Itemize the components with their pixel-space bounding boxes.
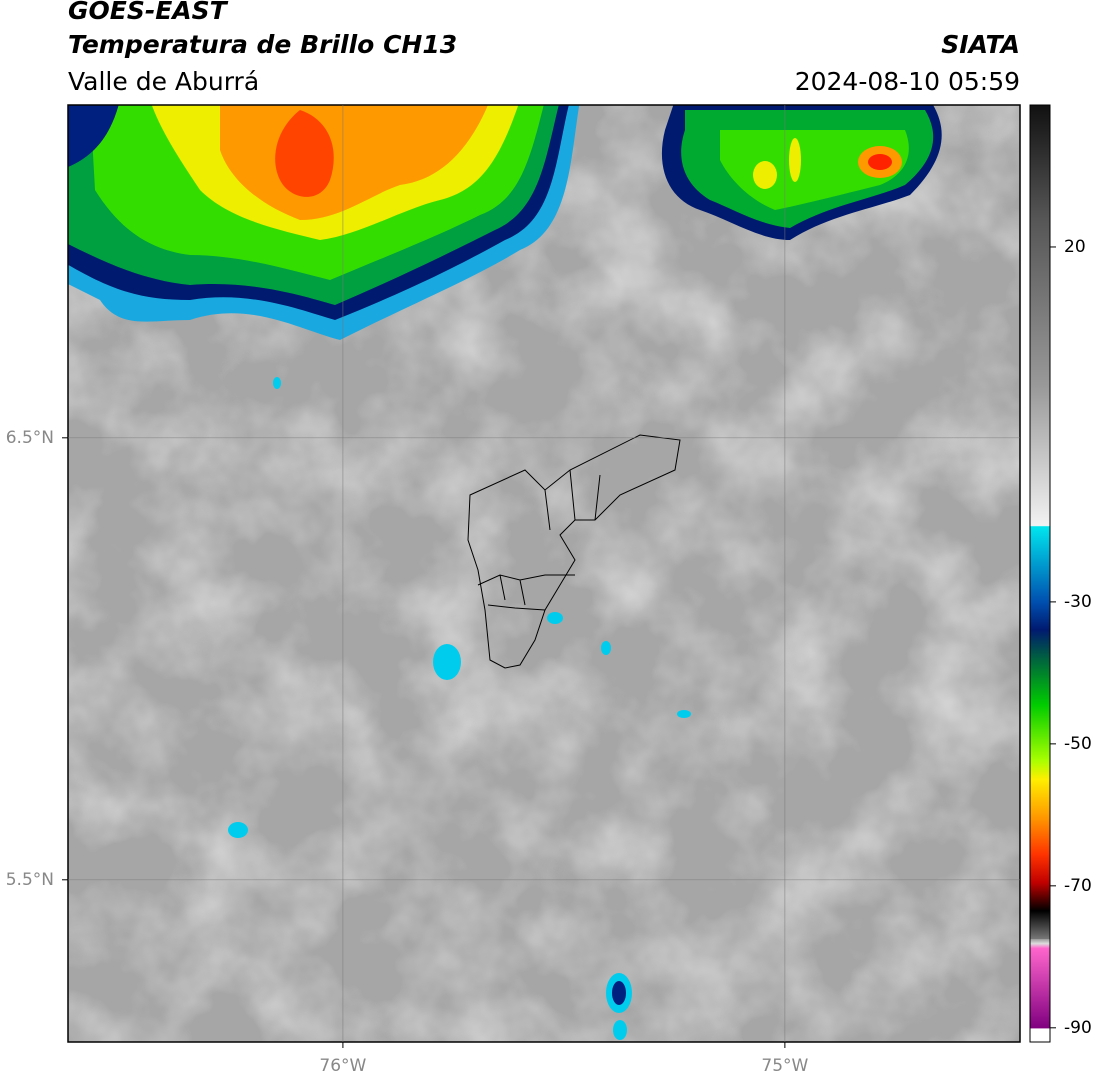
map-frame xyxy=(67,104,1021,1043)
map-image xyxy=(68,105,1020,1042)
colorbar-tick-label: 20 xyxy=(1064,237,1086,257)
colorbar-tick-label: -90 xyxy=(1064,1018,1092,1038)
y-tick-label: 6.5°N xyxy=(6,428,54,448)
colorbar-tick-label: -30 xyxy=(1064,592,1092,612)
x-tick-label: 76°W xyxy=(319,1056,366,1076)
y-tick-label: 5.5°N xyxy=(6,870,54,890)
colorbar-tick-label: -70 xyxy=(1064,876,1092,896)
region: Valle de Aburrá xyxy=(68,67,259,96)
timestamp: 2024-08-10 05:59 xyxy=(795,67,1020,96)
title: GOES-EAST xyxy=(68,0,229,25)
source: SIATA xyxy=(941,30,1020,59)
x-tick-label: 75°W xyxy=(761,1056,808,1076)
colorbar-tick-label: -50 xyxy=(1064,734,1092,754)
subtitle: Temperatura de Brillo CH13 xyxy=(68,30,457,59)
colorbar xyxy=(1029,104,1051,1043)
